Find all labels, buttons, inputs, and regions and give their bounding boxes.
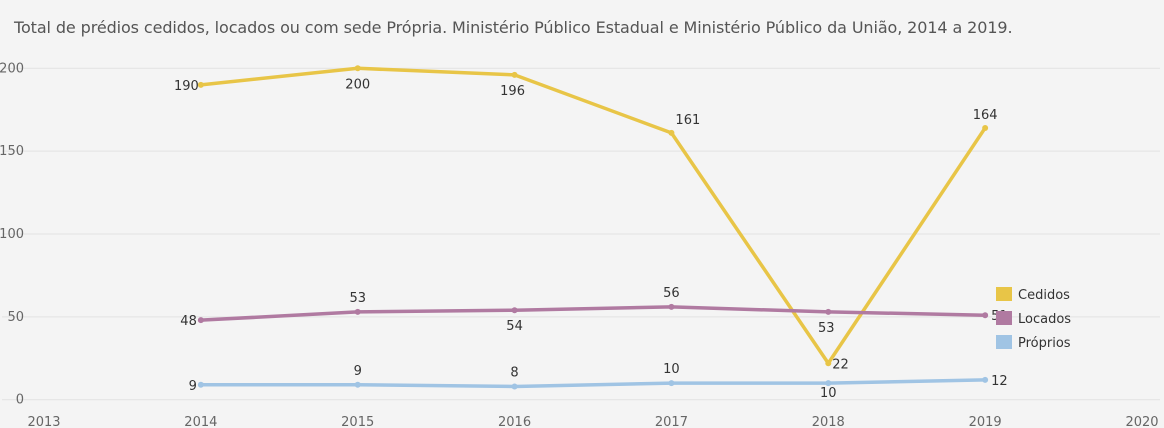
data-labels: 19020019616122164485354565351998101012 [174, 77, 1008, 401]
data-point [825, 360, 832, 367]
data-point [982, 376, 989, 383]
x-axis: 2013 2014 2015 2016 2017 2018 2019 2020 [27, 415, 1158, 428]
data-label: 200 [345, 77, 370, 92]
x-tick-label: 2019 [969, 415, 1002, 428]
data-point [668, 380, 675, 387]
data-label: 9 [354, 364, 362, 379]
series-line-próprios [199, 378, 987, 389]
data-point [511, 307, 518, 314]
data-point [668, 303, 675, 310]
data-label: 164 [973, 108, 998, 123]
data-label: 53 [818, 321, 835, 336]
legend-label: Cedidos [1018, 288, 1070, 303]
data-label: 22 [832, 357, 849, 372]
data-point [825, 380, 832, 387]
series-line-cedidos [199, 66, 987, 366]
data-label: 161 [675, 113, 700, 128]
data-label: 8 [510, 365, 518, 380]
legend-label: Locados [1018, 312, 1071, 327]
data-point [354, 381, 361, 388]
data-point [511, 71, 518, 78]
y-tick-label: 0 [16, 393, 24, 408]
legend-swatch [996, 287, 1012, 301]
data-label: 9 [189, 379, 197, 394]
y-tick-label: 200 [0, 61, 24, 76]
data-point [197, 81, 204, 88]
series-line-locados [199, 305, 987, 322]
y-axis: 0 50 100 150 200 [0, 61, 24, 407]
data-point [354, 308, 361, 315]
data-label: 10 [820, 386, 837, 401]
data-label: 54 [506, 319, 523, 334]
chart-title: Total de prédios cedidos, locados ou com… [14, 18, 1013, 37]
data-label: 53 [349, 291, 366, 306]
x-tick-label: 2016 [498, 415, 531, 428]
y-tick-label: 150 [0, 144, 24, 159]
data-label: 48 [180, 314, 197, 329]
legend: Cedidos Locados Próprios [996, 287, 1071, 351]
data-point [825, 308, 832, 315]
x-tick-label: 2015 [341, 415, 374, 428]
x-tick-label: 2018 [812, 415, 845, 428]
data-label: 12 [991, 374, 1008, 389]
x-tick-label: 2017 [655, 415, 688, 428]
x-tick-label: 2014 [184, 415, 217, 428]
data-label: 56 [663, 286, 680, 301]
data-point [354, 65, 361, 72]
legend-swatch [996, 335, 1012, 349]
legend-label: Próprios [1018, 336, 1071, 351]
y-tick-label: 50 [7, 310, 24, 325]
data-point [668, 129, 675, 136]
data-label: 190 [174, 79, 199, 94]
legend-swatch [996, 311, 1012, 325]
y-tick-label: 100 [0, 227, 24, 242]
data-label: 196 [500, 84, 525, 99]
series-points [197, 65, 989, 390]
data-point [197, 317, 204, 324]
data-label: 10 [663, 362, 680, 377]
x-tick-label: 2013 [27, 415, 60, 428]
x-tick-label: 2020 [1125, 415, 1158, 428]
data-point [197, 381, 204, 388]
series-lines [199, 66, 987, 389]
data-point [982, 312, 989, 319]
data-point [982, 124, 989, 131]
gridlines [2, 67, 1160, 401]
data-point [511, 383, 518, 390]
